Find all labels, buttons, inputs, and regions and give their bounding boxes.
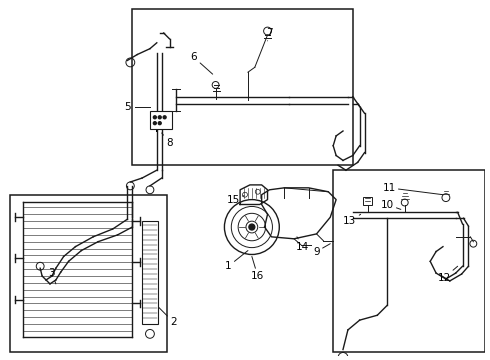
Text: 3: 3: [49, 268, 56, 284]
Text: 8: 8: [162, 133, 173, 148]
Circle shape: [249, 224, 255, 230]
Bar: [10, 195, 167, 351]
Text: 1: 1: [225, 251, 248, 271]
Text: 6: 6: [191, 53, 213, 74]
Text: 9: 9: [313, 244, 330, 257]
Bar: [132, 9, 353, 165]
Text: 11: 11: [382, 183, 443, 195]
Circle shape: [163, 116, 166, 119]
Circle shape: [153, 122, 156, 125]
Text: 2: 2: [159, 307, 177, 327]
Circle shape: [158, 122, 161, 125]
Text: 4: 4: [151, 116, 158, 134]
Text: 12: 12: [437, 266, 458, 283]
Bar: [363, 197, 372, 204]
Text: 14: 14: [296, 237, 310, 252]
Text: 5: 5: [124, 102, 131, 112]
Text: 13: 13: [343, 214, 361, 226]
Text: 10: 10: [381, 199, 401, 210]
Bar: [142, 221, 158, 324]
Text: 7: 7: [266, 28, 273, 41]
Bar: [150, 111, 172, 129]
Circle shape: [153, 116, 156, 119]
Text: 16: 16: [251, 256, 265, 281]
Text: 15: 15: [226, 195, 244, 204]
Circle shape: [158, 116, 161, 119]
Bar: [333, 170, 485, 351]
